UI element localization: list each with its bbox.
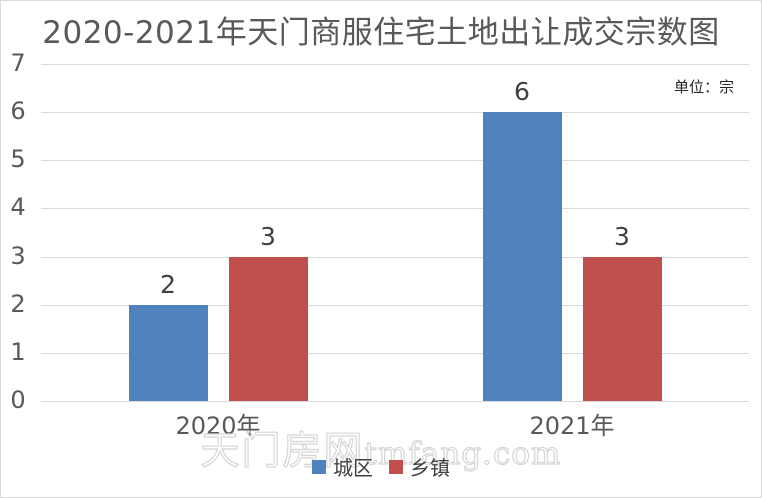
gridline xyxy=(41,160,749,162)
legend-swatch-icon xyxy=(389,459,403,474)
unit-label: 单位：宗 xyxy=(673,78,734,96)
y-tick-label: 0 xyxy=(10,385,26,414)
x-tick-label: 2020年 xyxy=(175,412,261,440)
y-tick-label: 6 xyxy=(10,97,26,126)
legend: 城区 乡镇 xyxy=(1,452,761,481)
legend-label: 城区 xyxy=(333,456,373,480)
legend-item-城区: 城区 xyxy=(312,452,373,481)
y-tick-label: 1 xyxy=(10,337,26,366)
legend-item-乡镇: 乡镇 xyxy=(389,452,450,481)
y-tick-label: 3 xyxy=(10,241,26,270)
bar-城区-2020年 xyxy=(128,304,208,401)
y-tick-label: 5 xyxy=(10,145,26,174)
legend-swatch-icon xyxy=(312,459,326,474)
gridline xyxy=(41,112,749,114)
gridline xyxy=(41,401,749,402)
legend-label: 乡镇 xyxy=(410,456,450,480)
bar-data-label: 6 xyxy=(514,77,530,107)
bar-乡镇-2020年 xyxy=(228,256,308,401)
y-tick-label: 2 xyxy=(10,289,26,318)
chart-title: 2020-2021年天门商服住宅土地出让成交宗数图 xyxy=(42,15,720,51)
x-tick-label: 2021年 xyxy=(529,412,615,440)
gridline xyxy=(41,208,749,210)
gridline xyxy=(41,304,749,306)
bar-城区-2021年 xyxy=(482,112,562,401)
bar-乡镇-2021年 xyxy=(582,256,662,401)
gridline xyxy=(41,64,749,65)
bar-data-label: 3 xyxy=(260,221,276,251)
y-tick-label: 4 xyxy=(10,193,26,222)
y-tick-label: 7 xyxy=(10,48,26,77)
bar-data-label: 2 xyxy=(160,269,176,299)
gridline xyxy=(41,352,749,354)
bar-data-label: 3 xyxy=(614,221,630,251)
gridline xyxy=(41,256,749,258)
